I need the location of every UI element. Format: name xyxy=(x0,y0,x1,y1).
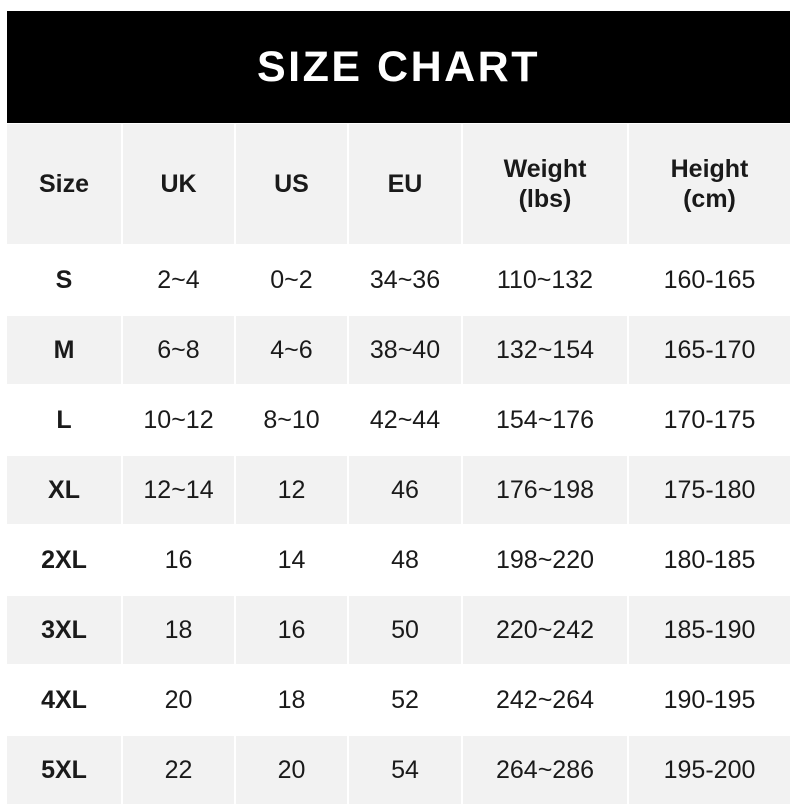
column-header-weight: Weight (lbs) xyxy=(462,124,629,246)
table-row: S 2~4 0~2 34~36 110~132 160-165 xyxy=(7,245,790,316)
cell-weight: 154~176 xyxy=(462,385,629,456)
table-header: Size UK US EU Weight (lbs) Height (cm) xyxy=(7,124,790,246)
cell-height: 175-180 xyxy=(628,455,790,526)
column-header-height: Height (cm) xyxy=(628,124,790,246)
cell-size: L xyxy=(7,385,123,456)
cell-uk: 10~12 xyxy=(122,385,236,456)
column-header-size-label: Size xyxy=(38,169,90,198)
cell-eu: 48 xyxy=(348,525,463,596)
cell-size: 2XL xyxy=(7,525,123,596)
cell-size: S xyxy=(7,245,123,316)
cell-uk: 12~14 xyxy=(122,455,236,526)
table-row: 4XL 20 18 52 242~264 190-195 xyxy=(7,665,790,736)
table-header-row: Size UK US EU Weight (lbs) Height (cm) xyxy=(7,124,790,246)
cell-eu: 50 xyxy=(348,595,463,666)
table-row: 5XL 22 20 54 264~286 195-200 xyxy=(7,735,790,804)
column-header-us-label: US xyxy=(274,169,309,198)
table-row: 3XL 18 16 50 220~242 185-190 xyxy=(7,595,790,666)
cell-weight: 264~286 xyxy=(462,735,629,804)
cell-weight: 176~198 xyxy=(462,455,629,526)
cell-uk: 20 xyxy=(122,665,236,736)
cell-eu: 46 xyxy=(348,455,463,526)
table-row: 2XL 16 14 48 198~220 180-185 xyxy=(7,525,790,596)
cell-uk: 18 xyxy=(122,595,236,666)
cell-height: 160-165 xyxy=(628,245,790,316)
column-header-size: Size xyxy=(7,124,123,246)
column-header-height-label: Height xyxy=(670,154,749,183)
cell-size: 3XL xyxy=(7,595,123,666)
cell-eu: 52 xyxy=(348,665,463,736)
column-header-us: US xyxy=(235,124,349,246)
cell-height: 180-185 xyxy=(628,525,790,596)
column-header-height-unit: (cm) xyxy=(683,185,736,213)
cell-weight: 242~264 xyxy=(462,665,629,736)
cell-height: 165-170 xyxy=(628,315,790,386)
cell-size: 4XL xyxy=(7,665,123,736)
column-header-eu: EU xyxy=(348,124,463,246)
cell-us: 4~6 xyxy=(235,315,349,386)
cell-us: 18 xyxy=(235,665,349,736)
cell-height: 190-195 xyxy=(628,665,790,736)
cell-height: 195-200 xyxy=(663,755,756,784)
table-row: M 6~8 4~6 38~40 132~154 165-170 xyxy=(7,315,790,386)
cell-weight: 132~154 xyxy=(462,315,629,386)
table-row: L 10~12 8~10 42~44 154~176 170-175 xyxy=(7,385,790,456)
cell-weight: 220~242 xyxy=(462,595,629,666)
table-row: XL 12~14 12 46 176~198 175-180 xyxy=(7,455,790,526)
column-header-eu-label: EU xyxy=(387,169,423,198)
cell-uk: 2~4 xyxy=(122,245,236,316)
cell-uk: 6~8 xyxy=(122,315,236,386)
cell-size: XL xyxy=(7,455,123,526)
cell-eu: 34~36 xyxy=(348,245,463,316)
table-body: S 2~4 0~2 34~36 110~132 160-165 M 6~8 4~… xyxy=(7,245,790,804)
cell-eu: 38~40 xyxy=(348,315,463,386)
cell-uk: 16 xyxy=(122,525,236,596)
cell-us: 20 xyxy=(235,735,349,804)
size-chart-table: Size UK US EU Weight (lbs) Height (cm) xyxy=(7,124,790,804)
page-title: SIZE CHART xyxy=(257,42,540,91)
cell-eu: 54 xyxy=(348,735,463,804)
cell-us: 16 xyxy=(235,595,349,666)
cell-weight: 198~220 xyxy=(462,525,629,596)
cell-size: 5XL xyxy=(7,735,123,804)
title-banner: SIZE CHART xyxy=(7,11,790,123)
cell-height: 170-175 xyxy=(628,385,790,456)
cell-uk: 22 xyxy=(122,735,236,804)
cell-us: 8~10 xyxy=(235,385,349,456)
cell-eu: 42~44 xyxy=(348,385,463,456)
column-header-uk: UK xyxy=(122,124,236,246)
cell-us: 12 xyxy=(235,455,349,526)
column-header-weight-label: Weight xyxy=(503,154,587,183)
cell-us: 14 xyxy=(235,525,349,596)
column-header-uk-label: UK xyxy=(160,169,197,198)
cell-weight: 110~132 xyxy=(462,245,629,316)
cell-size: M xyxy=(7,315,123,386)
cell-us: 0~2 xyxy=(235,245,349,316)
cell-height: 185-190 xyxy=(628,595,790,666)
column-header-weight-unit: (lbs) xyxy=(518,185,572,213)
